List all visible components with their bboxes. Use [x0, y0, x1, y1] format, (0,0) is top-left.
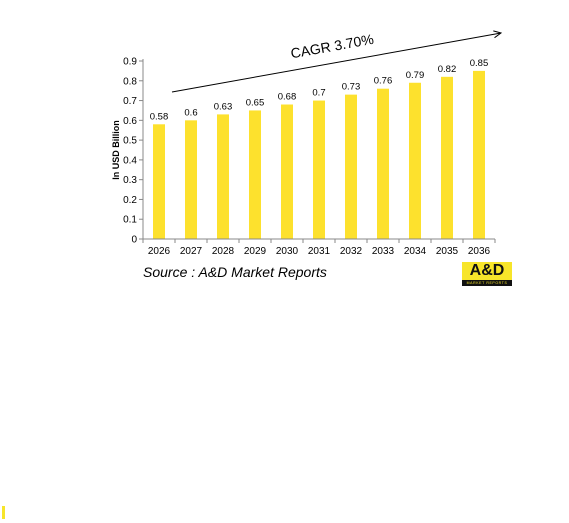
y-tick-label: 0.7: [123, 96, 137, 107]
data-label-2036: 0.85: [470, 58, 489, 69]
data-label-2028: 0.63: [214, 101, 233, 112]
bar-2030: [281, 104, 293, 239]
bar-2036: [473, 70, 485, 239]
cagr-arrow: [171, 32, 502, 93]
source-caption: Source : A&D Market Reports: [143, 264, 327, 280]
corner-accent-mark: [2, 506, 5, 519]
bar-2028: [217, 114, 229, 239]
y-tick-label: 0.9: [123, 57, 137, 68]
data-label-2027: 0.6: [184, 107, 197, 118]
x-tick-label: 2028: [212, 246, 235, 257]
bars: 0.58 0.6 0.63 0.65 0.68 0.7 0.73 0.76 0.79 0.82 0.…: [150, 58, 489, 239]
y-tick-label: 0: [131, 235, 137, 246]
x-tick-label: 2029: [244, 246, 267, 257]
x-tick-label: 2032: [340, 246, 363, 257]
bar-2032: [345, 94, 357, 239]
x-tick-label: 2027: [180, 246, 203, 257]
ad-logo: A&D MARKET REPORTS: [462, 262, 512, 286]
bar-2027: [185, 120, 197, 239]
bar-2033: [377, 88, 389, 239]
y-tick-label: 0.6: [123, 116, 137, 127]
data-label-2033: 0.76: [374, 76, 393, 87]
cagr-arrowhead: [493, 30, 503, 39]
data-label-2026: 0.58: [150, 111, 169, 122]
bar-2035: [441, 76, 453, 239]
y-tick-label: 0.4: [123, 155, 137, 166]
x-axis: 2026 2027 2028 2029 2030 2031 2032 2033 2034 2035…: [142, 238, 496, 257]
x-tick-label: 2036: [468, 246, 491, 257]
data-label-2035: 0.82: [438, 64, 457, 75]
y-axis-label: In USD Billion: [111, 120, 121, 180]
data-label-2029: 0.65: [246, 97, 265, 108]
x-tick-label: 2026: [148, 246, 171, 257]
y-tick-label: 0.5: [123, 136, 137, 147]
bar-2034: [409, 82, 421, 239]
logo-text: A&D: [469, 262, 505, 279]
y-axis: 0 0.1 0.2 0.3 0.4 0.5 0.6 0.7 0.8 0.9: [123, 57, 144, 246]
data-label-2032: 0.73: [342, 82, 361, 93]
data-label-2031: 0.7: [312, 88, 325, 99]
x-tick-label: 2030: [276, 246, 299, 257]
bar-2031: [313, 100, 325, 239]
x-tick-label: 2033: [372, 246, 395, 257]
y-tick-label: 0.3: [123, 175, 137, 186]
y-tick-label: 0.2: [123, 195, 137, 206]
cagr-label: CAGR 3.70%: [289, 31, 375, 62]
y-tick-label: 0.8: [123, 76, 137, 87]
x-tick-label: 2034: [404, 246, 427, 257]
bar-2029: [249, 110, 261, 239]
logo-tagline: MARKET REPORTS: [462, 280, 512, 286]
bar-2026: [153, 124, 165, 239]
x-tick-label: 2035: [436, 246, 459, 257]
data-label-2030: 0.68: [278, 92, 297, 103]
y-tick-label: 0.1: [123, 215, 137, 226]
data-label-2034: 0.79: [406, 70, 425, 81]
x-tick-label: 2031: [308, 246, 331, 257]
